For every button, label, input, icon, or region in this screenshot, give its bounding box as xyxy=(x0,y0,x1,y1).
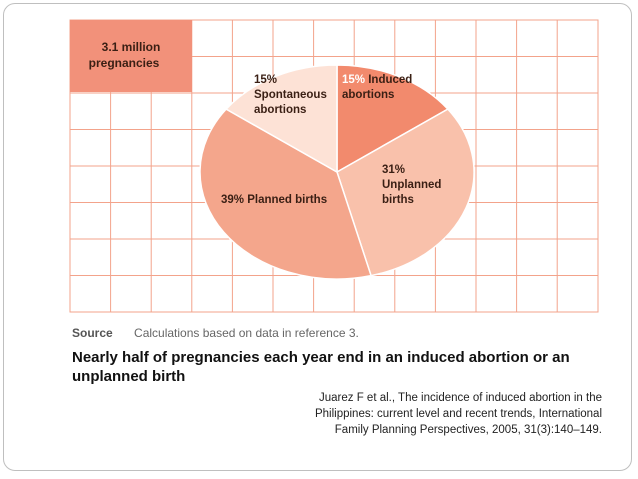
citation: Juarez F et al., The incidence of induce… xyxy=(280,390,602,438)
headline: Nearly half of pregnancies each year end… xyxy=(72,349,570,385)
total-box-background xyxy=(70,20,192,92)
citation-line-2: Philippines: current level and recent tr… xyxy=(314,408,602,420)
pie-slice-unplanned-births xyxy=(336,108,475,277)
pie-labels: 15% Induced abortions 31% Unplanned birt… xyxy=(221,74,441,206)
source-text: Calculations based on data in reference … xyxy=(134,326,359,340)
source-label: Source xyxy=(72,326,113,340)
slice-pct-planned: 39% xyxy=(221,194,244,206)
slice-text-unplanned-2: births xyxy=(382,194,414,206)
citation-line-1: Juarez F et al., The incidence of induce… xyxy=(319,392,602,404)
slice-text-spontaneous-2: abortions xyxy=(254,104,306,116)
slice-pct-induced: 15% xyxy=(342,74,365,86)
slice-pct-spontaneous: 15% xyxy=(254,74,277,86)
slice-text-spontaneous-1: Spontaneous xyxy=(254,89,327,101)
total-pregnancies-box: 3.1 million pregnancies xyxy=(70,20,192,92)
total-box-line-2: pregnancies xyxy=(89,56,160,70)
slice-text-induced-1: Induced xyxy=(365,74,412,86)
slice-text-induced-2: abortions xyxy=(342,89,394,101)
total-box-line-1: 3.1 million xyxy=(102,40,161,54)
citation-line-3: Family Planning Perspectives, 2005, 31(3… xyxy=(334,424,602,436)
source-line: Source Calculations based on data in ref… xyxy=(72,326,359,340)
slice-label-planned: 39% Planned births xyxy=(221,194,327,206)
slice-pct-unplanned: 31% xyxy=(382,164,405,176)
pie-slices xyxy=(199,64,475,280)
slice-label-induced: 15% Induced xyxy=(342,74,412,86)
pie-slice-induced-abortions xyxy=(336,64,450,174)
pie-slice-planned-births xyxy=(199,108,373,280)
slice-text-unplanned-1: Unplanned xyxy=(382,179,441,191)
slice-text-planned-1: Planned births xyxy=(244,194,327,206)
pie-slice-spontaneous-abortions xyxy=(224,64,338,174)
